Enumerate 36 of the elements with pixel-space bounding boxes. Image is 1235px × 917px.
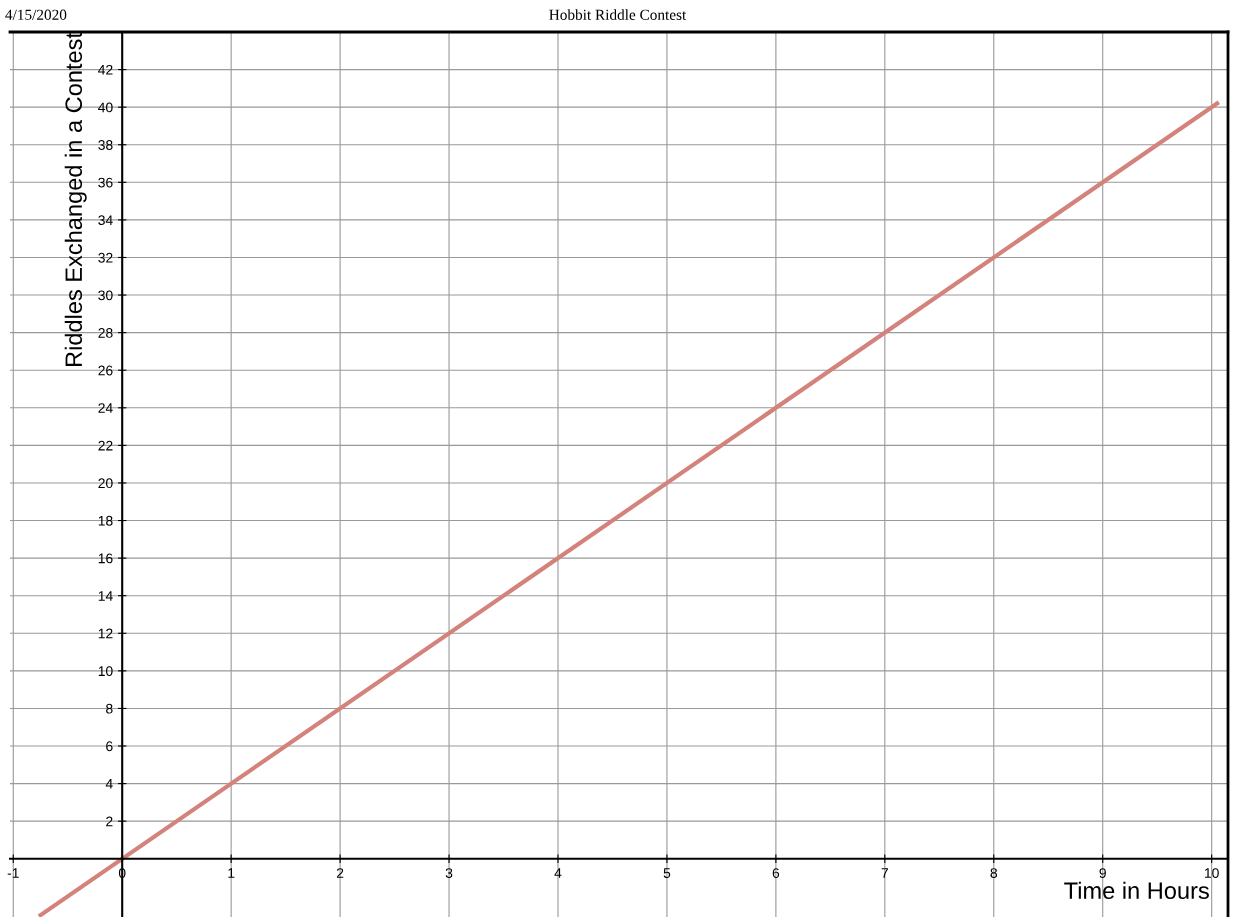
y-tick-label: 36 [98,177,113,188]
x-axis-title: Time in Hours [1064,881,1209,900]
text: 4/15/2020 [5,9,67,20]
y-tick-label: 18 [98,515,113,526]
y-tick-label: 32 [98,252,113,263]
x-tick-label: 3 [445,868,453,878]
y-tick-label: 26 [98,365,113,376]
y-tick-label: 6 [106,741,113,752]
y-tick-label: 42 [98,64,113,75]
y-tick-label: 16 [98,553,113,564]
y-tick-label: 30 [98,290,113,301]
y-tick-label: 14 [98,591,113,601]
y-tick-label: 22 [98,440,113,451]
y-tick-label: 28 [98,327,113,338]
y-tick-label: 24 [98,403,113,413]
x-tick-label: 6 [772,868,780,878]
x-tick-label: -1 [7,868,19,878]
x-tick-label: 7 [881,868,888,878]
x-tick-label: 4 [554,868,562,878]
x-tick-label: 9 [1099,868,1106,878]
x-tick-label: 2 [336,868,344,878]
x-tick-label: 5 [663,868,671,878]
y-tick-label: 10 [98,666,113,677]
y-tick-label: 20 [98,478,113,489]
x-tick-label: 8 [990,868,998,878]
chart-title: Hobbit Riddle Contest [549,9,687,20]
y-tick-label: 2 [106,816,113,827]
y-tick-label: 8 [106,703,113,714]
y-tick-label: 12 [98,628,113,639]
y-tick-label: 4 [105,779,113,789]
y-tick-label: 34 [98,215,113,226]
y-tick-label: 40 [98,102,113,113]
y-axis-title: Riddles Exchanged in a Contest [64,32,87,367]
x-tick-label: 1 [228,868,235,878]
y-tick-label: 38 [98,140,113,150]
x-tick-label: 10 [1204,868,1219,878]
